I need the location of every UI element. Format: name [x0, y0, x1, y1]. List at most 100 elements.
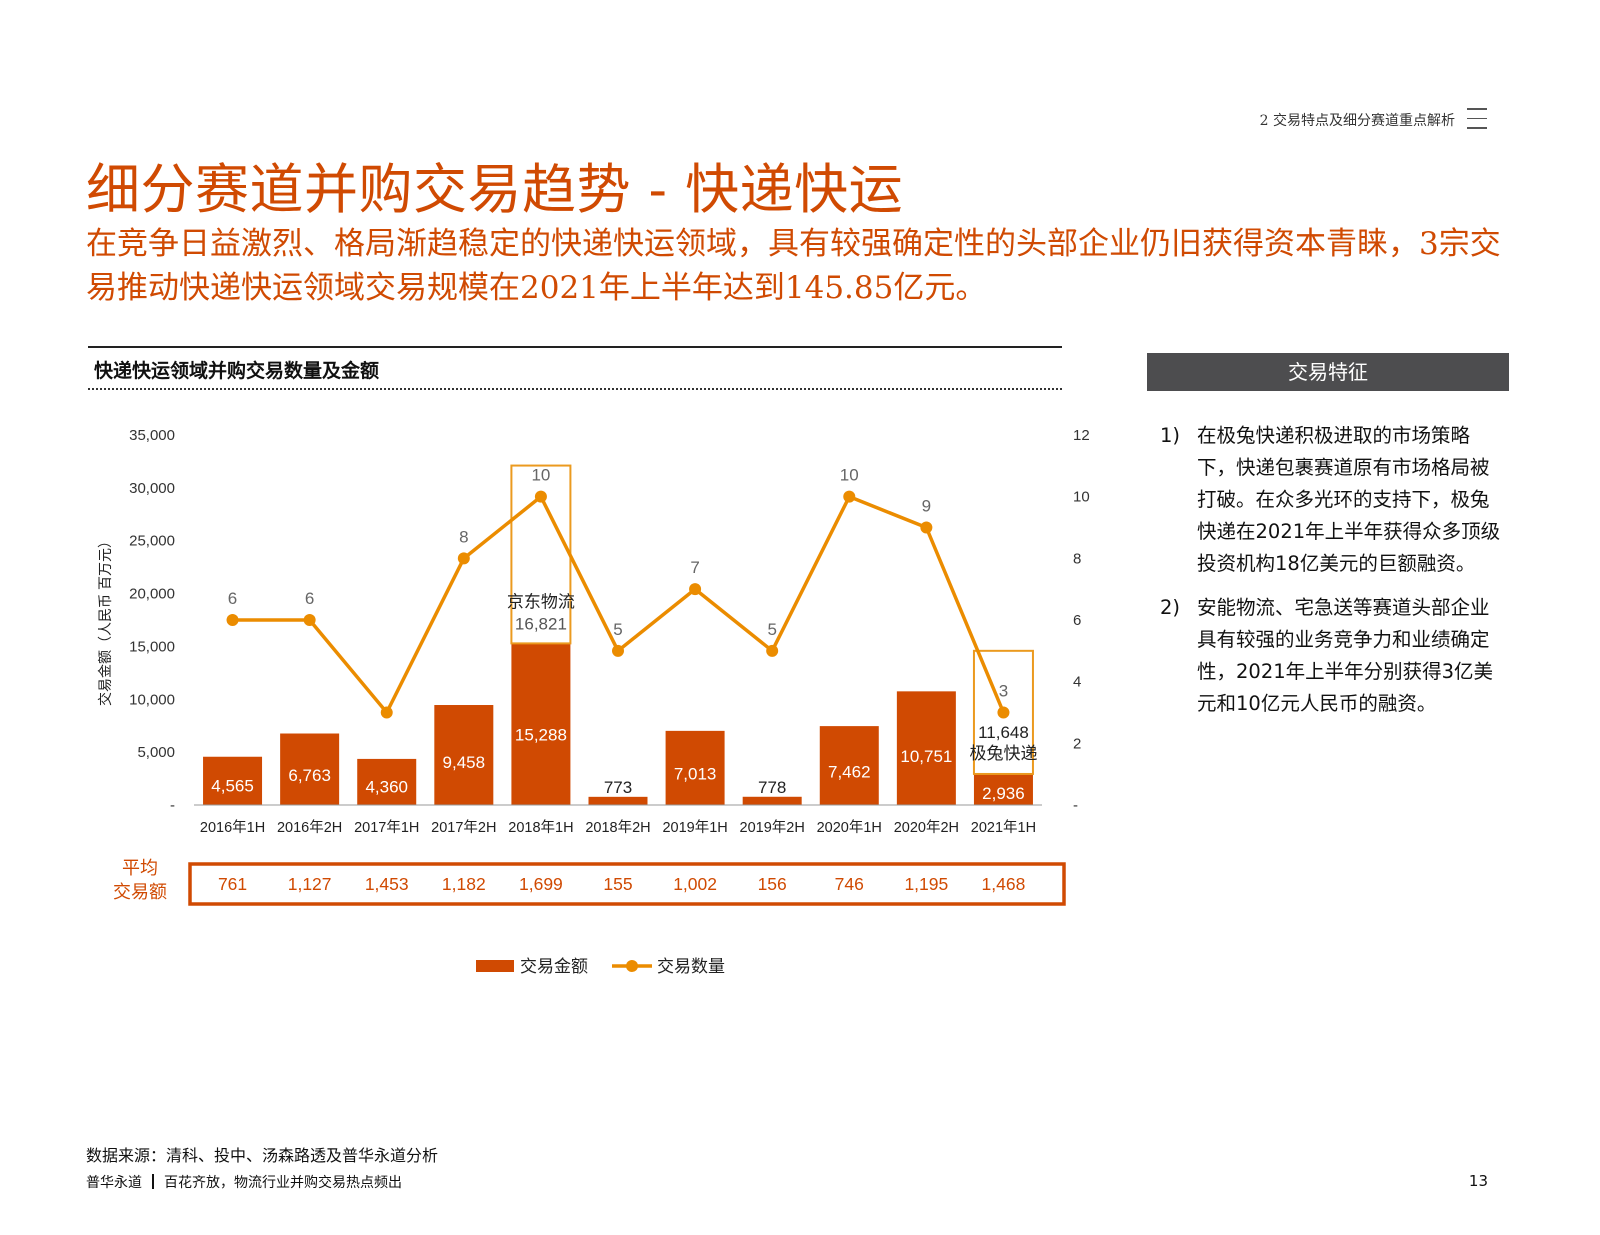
bar: [280, 733, 340, 805]
y2-tick-label: 2: [1073, 735, 1081, 752]
line-point: [303, 614, 316, 626]
bar: [357, 758, 417, 805]
x-tick-label: 2019年1H: [662, 819, 727, 836]
page-subtitle: 在竞争日益激烈、格局渐趋稳定的快递快运领域，具有较强确定性的头部企业仍旧获得资本…: [86, 226, 1501, 306]
y-axis-label: 交易金额（人民币 百万元）: [97, 534, 113, 706]
avg-value: 1,127: [288, 874, 332, 894]
line-point: [997, 706, 1010, 719]
y2-tick-label: 6: [1073, 612, 1081, 629]
y-tick-label: 5,000: [137, 744, 175, 761]
bar-value-label: 773: [604, 778, 632, 797]
legend-bar-label: 交易金额: [520, 957, 588, 976]
features-list: 1) 在极兔快递积极进取的市场策略下，快递包裹赛道原有市场格局被打破。在众多光环…: [1160, 420, 1505, 732]
x-tick-label: 2019年2H: [740, 819, 805, 836]
bar-value-label: 6,763: [288, 766, 331, 785]
footer-text: 百花齐放，物流行业并购交易热点频出: [164, 1175, 402, 1191]
footer-separator: [152, 1174, 154, 1189]
y-tick-label: 20,000: [129, 586, 175, 603]
avg-value: 1,195: [904, 874, 948, 894]
line-point: [534, 490, 547, 503]
bar-value-label: 2,936: [982, 784, 1025, 803]
bar-value-label: 15,288: [515, 725, 567, 744]
feature-number: 2): [1160, 596, 1181, 619]
line-point: [612, 644, 624, 657]
bar: [896, 691, 956, 805]
line-point: [766, 644, 779, 657]
avg-row-label: 平均: [122, 858, 158, 878]
avg-value: 761: [218, 874, 247, 894]
segment-name-label: 极兔快递: [969, 744, 1037, 763]
line-value-label: 3: [999, 682, 1008, 701]
y2-tick-label: 8: [1073, 550, 1081, 567]
legend-bar-swatch: [476, 960, 514, 972]
bar: [511, 643, 571, 805]
x-tick-label: 2017年1H: [354, 819, 419, 836]
y2-tick-label: 4: [1073, 674, 1081, 691]
line-value-label: 10: [531, 466, 550, 485]
legend-line-marker: [626, 960, 638, 972]
y-tick-label: 25,000: [129, 533, 175, 550]
feature-item: 2) 安能物流、宅急送等赛道头部企业具有较强的业务竞争力和业绩确定性，2021年…: [1160, 592, 1505, 720]
bar: [742, 796, 802, 805]
line-value-label: 9: [922, 497, 931, 516]
bar-value-label: 4,360: [365, 777, 408, 796]
avg-value: 1,002: [673, 874, 717, 894]
line-point: [843, 490, 856, 503]
source-note: 数据来源：清科、投中、汤森路透及普华永道分析: [86, 1146, 439, 1165]
feature-number: 1): [1160, 424, 1181, 447]
page-title: 细分赛道并购交易趋势 - 快递快运: [86, 158, 904, 221]
y2-tick-label: -: [1073, 797, 1078, 814]
line-value-label: 6: [305, 589, 314, 608]
y-tick-label: 15,000: [129, 638, 175, 655]
x-tick-label: 2016年1H: [200, 819, 265, 836]
section-label: 2 交易特点及细分赛道重点解析: [1259, 113, 1455, 129]
bar-value-label: 10,751: [900, 747, 952, 766]
line-point: [226, 614, 239, 626]
line-value-label: 7: [690, 558, 699, 577]
line-point: [689, 583, 702, 596]
y2-tick-label: 12: [1073, 427, 1090, 444]
bar-value-label: 9,458: [443, 753, 486, 772]
combo-chart: - 5,000 10,000 15,000 20,000 25,000 30,000 35,0…: [97, 427, 1090, 976]
segment-name-label: 京东物流: [507, 592, 575, 611]
line-point: [920, 521, 933, 534]
line-series: [232, 494, 1006, 715]
x-tick-label: 2020年2H: [894, 819, 959, 836]
menu-icon[interactable]: [1467, 108, 1487, 130]
avg-value: 156: [758, 874, 787, 894]
line-value-label: 5: [613, 620, 622, 639]
line-point: [457, 552, 470, 565]
line-point: [380, 706, 393, 719]
features-title: 交易特征: [1147, 353, 1509, 391]
avg-value: 746: [835, 874, 864, 894]
x-tick-label: 2018年1H: [508, 819, 573, 836]
feature-text: 安能物流、宅急送等赛道头部企业具有较强的业务竞争力和业绩确定性，2021年上半年…: [1197, 596, 1494, 715]
avg-row-label: 交易额: [113, 882, 167, 902]
avg-row-box: [188, 862, 1066, 906]
y-tick-label: 35,000: [129, 427, 175, 444]
footer-brand: 普华永道: [86, 1175, 142, 1191]
chart-title: 快递快运领域并购交易数量及金额: [94, 360, 380, 382]
y-tick-label: 30,000: [129, 480, 175, 497]
bar-value-label: 7,013: [674, 765, 717, 784]
x-tick-label: 2018年2H: [585, 819, 650, 836]
avg-value: 155: [603, 874, 632, 894]
bar: [588, 796, 648, 805]
bar: [819, 726, 879, 805]
avg-value: 1,468: [982, 874, 1026, 894]
x-tick-label: 2021年1H: [971, 819, 1036, 836]
bar-value-label: 4,565: [211, 776, 254, 795]
bar: [203, 756, 263, 805]
avg-value: 1,699: [519, 874, 563, 894]
chart-title-underline: [88, 388, 1062, 390]
bar-value-label: 7,462: [828, 763, 871, 782]
line-value-label: 5: [767, 620, 776, 639]
avg-value: 1,453: [365, 874, 409, 894]
footer: 普华永道 百花齐放，物流行业并购交易热点频出: [86, 1172, 402, 1192]
x-tick-label: 2017年2H: [431, 819, 496, 836]
chart-header-divider: [88, 346, 1062, 348]
bar: [434, 705, 494, 805]
avg-value: 1,182: [442, 874, 486, 894]
line-value-label: 10: [840, 466, 859, 485]
bar: [973, 773, 1033, 805]
